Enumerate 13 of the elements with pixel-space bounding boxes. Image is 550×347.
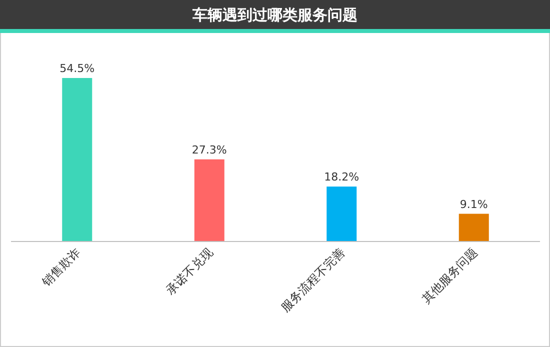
chart-title: 车辆遇到过哪类服务问题 [192, 6, 358, 24]
bar [194, 159, 224, 241]
x-tick-label: 其他服务问题 [419, 245, 480, 306]
data-label: 27.3% [192, 143, 227, 156]
x-tick-label: 服务流程不完善 [278, 245, 348, 315]
x-tick-label: 销售欺诈 [38, 245, 84, 290]
bar [458, 214, 489, 241]
data-label: 18.2% [324, 170, 360, 184]
data-label: 9.1% [460, 198, 488, 211]
bar [62, 78, 92, 241]
data-label: 54.5% [60, 62, 95, 75]
x-tick-label: 承诺不兑现 [163, 245, 216, 298]
bar [326, 186, 357, 241]
